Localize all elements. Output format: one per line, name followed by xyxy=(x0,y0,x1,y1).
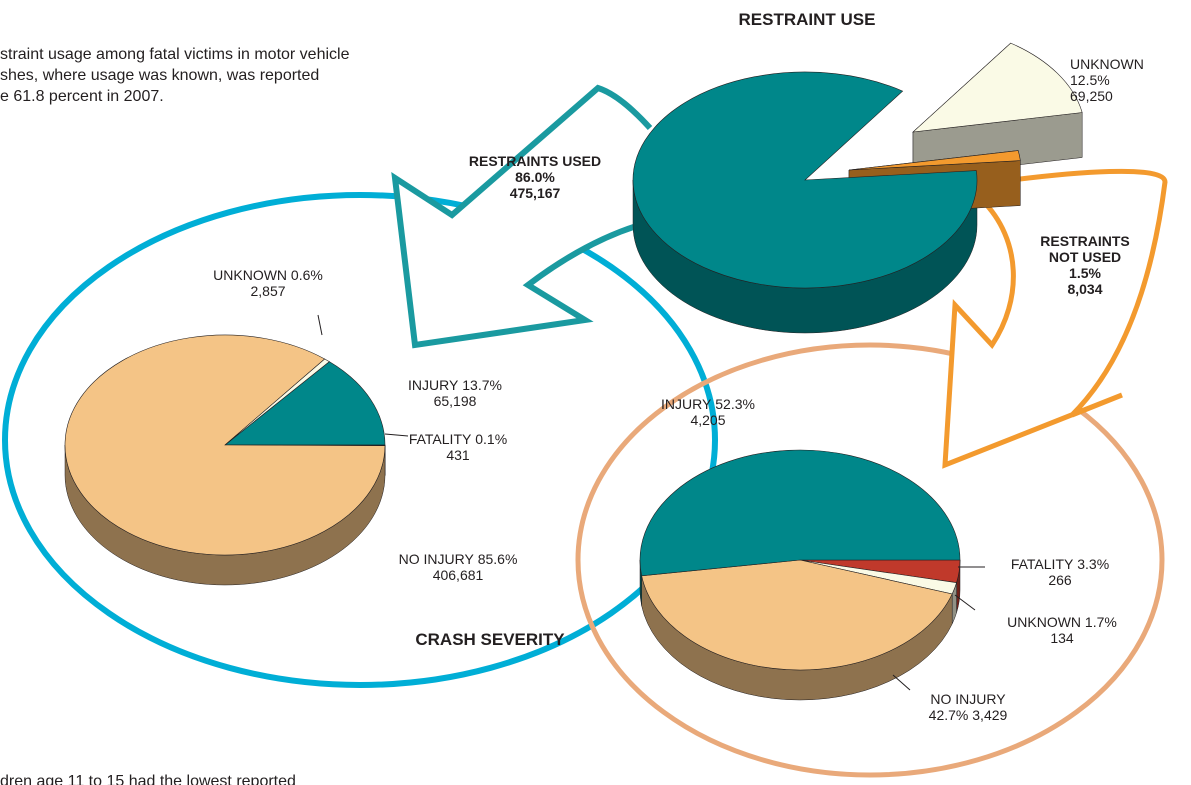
category: NO INJURY xyxy=(398,551,474,567)
label-line: UNKNOWN xyxy=(1070,56,1144,72)
slice xyxy=(641,559,953,671)
slice xyxy=(632,71,978,289)
slice xyxy=(224,361,386,446)
percent: 13.7% xyxy=(462,377,502,393)
count: 4,205 xyxy=(690,412,726,428)
slice-label: UNKNOWN 0.6% 2,857 xyxy=(213,267,323,299)
percent: 52.3% xyxy=(715,396,755,412)
slice-label: RESTRAINTS NOT USED 1.5% 8,034 xyxy=(1040,233,1130,297)
slice xyxy=(912,42,1083,133)
category: UNKNOWN xyxy=(1007,614,1082,630)
arrow-not-used xyxy=(942,168,1168,469)
intro-line: shes, where usage was known, was reporte… xyxy=(0,67,320,84)
slice-label: RESTRAINTS USED 86.0% 475,167 xyxy=(469,153,601,201)
label-line: 12.5% xyxy=(1070,72,1144,88)
count: 266 xyxy=(1048,572,1072,588)
label-line: INJURY 13.7% xyxy=(408,377,502,393)
slice-label: FATALITY 0.1% 431 xyxy=(409,431,507,463)
count: 406,681 xyxy=(432,567,484,583)
label-line: 42.7% 3,429 xyxy=(929,707,1008,723)
count: 65,198 xyxy=(433,393,477,409)
category: UNKNOWN xyxy=(213,267,288,283)
slice-label: INJURY 13.7% 65,198 xyxy=(408,377,502,409)
leader xyxy=(892,674,911,691)
category: NO INJURY xyxy=(930,691,1006,707)
percent: 0.1% xyxy=(475,431,508,447)
label-line: 69,250 xyxy=(1070,88,1144,104)
slice xyxy=(639,449,961,577)
category: UNKNOWN xyxy=(1070,56,1144,72)
loop-used xyxy=(2,192,718,688)
leader xyxy=(384,433,409,437)
label-line: UNKNOWN 0.6% xyxy=(213,267,323,283)
percent: 86.0% xyxy=(515,169,555,185)
count: 475,167 xyxy=(509,185,561,201)
intro: straint usage among fatal victims in mot… xyxy=(0,44,349,107)
footer-line: dren age 11 to 15 had the lowest reporte… xyxy=(0,773,296,785)
leader xyxy=(954,594,976,611)
category: FATALITY xyxy=(1010,556,1074,572)
label-line: 1.5% xyxy=(1040,265,1130,281)
label-line: 266 xyxy=(1011,572,1109,588)
label-line: RESTRAINTS USED xyxy=(469,153,601,169)
arrow-used xyxy=(391,84,653,349)
label-line: 8,034 xyxy=(1040,281,1130,297)
label-line: NO INJURY xyxy=(929,691,1008,707)
loop-not-used xyxy=(575,342,1165,778)
percent: 12.5% xyxy=(1070,72,1110,88)
count: 3,429 xyxy=(972,707,1008,723)
slice-label: NO INJURY 85.6% 406,681 xyxy=(399,551,518,583)
slice-label: UNKNOWN 12.5% 69,250 xyxy=(1070,56,1144,104)
count: 69,250 xyxy=(1070,88,1113,104)
footer: dren age 11 to 15 had the lowest reporte… xyxy=(0,771,296,785)
label-line: 431 xyxy=(409,447,507,463)
category: FATALITY xyxy=(408,431,472,447)
count: 2,857 xyxy=(250,283,286,299)
label-line: RESTRAINTS NOT USED xyxy=(1040,233,1130,265)
category: RESTRAINTS NOT USED xyxy=(1040,233,1130,265)
category: RESTRAINTS USED xyxy=(468,153,602,169)
percent: 1.7% xyxy=(1084,614,1117,630)
count: 134 xyxy=(1050,630,1074,646)
intro-line: straint usage among fatal victims in mot… xyxy=(0,46,350,63)
label-line: UNKNOWN 1.7% xyxy=(1007,614,1117,630)
leader xyxy=(317,314,323,336)
count: 431 xyxy=(446,447,470,463)
label-line: 2,857 xyxy=(213,283,323,299)
label-line: FATALITY 3.3% xyxy=(1011,556,1109,572)
label-line: 134 xyxy=(1007,630,1117,646)
chart-title: CRASH SEVERITY xyxy=(415,630,565,649)
slice-label: FATALITY 3.3% 266 xyxy=(1011,556,1109,588)
intro-line: e 61.8 percent in 2007. xyxy=(0,88,164,105)
slice-label: UNKNOWN 1.7% 134 xyxy=(1007,614,1117,646)
category: INJURY xyxy=(661,396,712,412)
percent: 42.7% xyxy=(928,707,969,723)
percent: 3.3% xyxy=(1077,556,1110,572)
label-line: 86.0% xyxy=(469,169,601,185)
slice-label: INJURY 52.3% 4,205 xyxy=(661,396,755,428)
label-line: FATALITY 0.1% xyxy=(409,431,507,447)
label-line: INJURY 52.3% xyxy=(661,396,755,412)
percent: 85.6% xyxy=(477,551,518,567)
chart-title: RESTRAINT USE xyxy=(738,10,876,29)
label-line: 4,205 xyxy=(661,412,755,428)
pies xyxy=(64,42,1083,701)
slice xyxy=(224,358,330,446)
label-line: NO INJURY 85.6% xyxy=(399,551,518,567)
percent: 1.5% xyxy=(1069,265,1101,281)
slice xyxy=(848,150,1021,171)
label-line: 406,681 xyxy=(399,567,518,583)
count: 8,034 xyxy=(1067,281,1103,297)
percent: 0.6% xyxy=(290,267,323,283)
label-line: 475,167 xyxy=(469,185,601,201)
category: INJURY xyxy=(408,377,459,393)
slice-label: NO INJURY 42.7% 3,429 xyxy=(929,691,1008,723)
label-line: 65,198 xyxy=(408,393,502,409)
